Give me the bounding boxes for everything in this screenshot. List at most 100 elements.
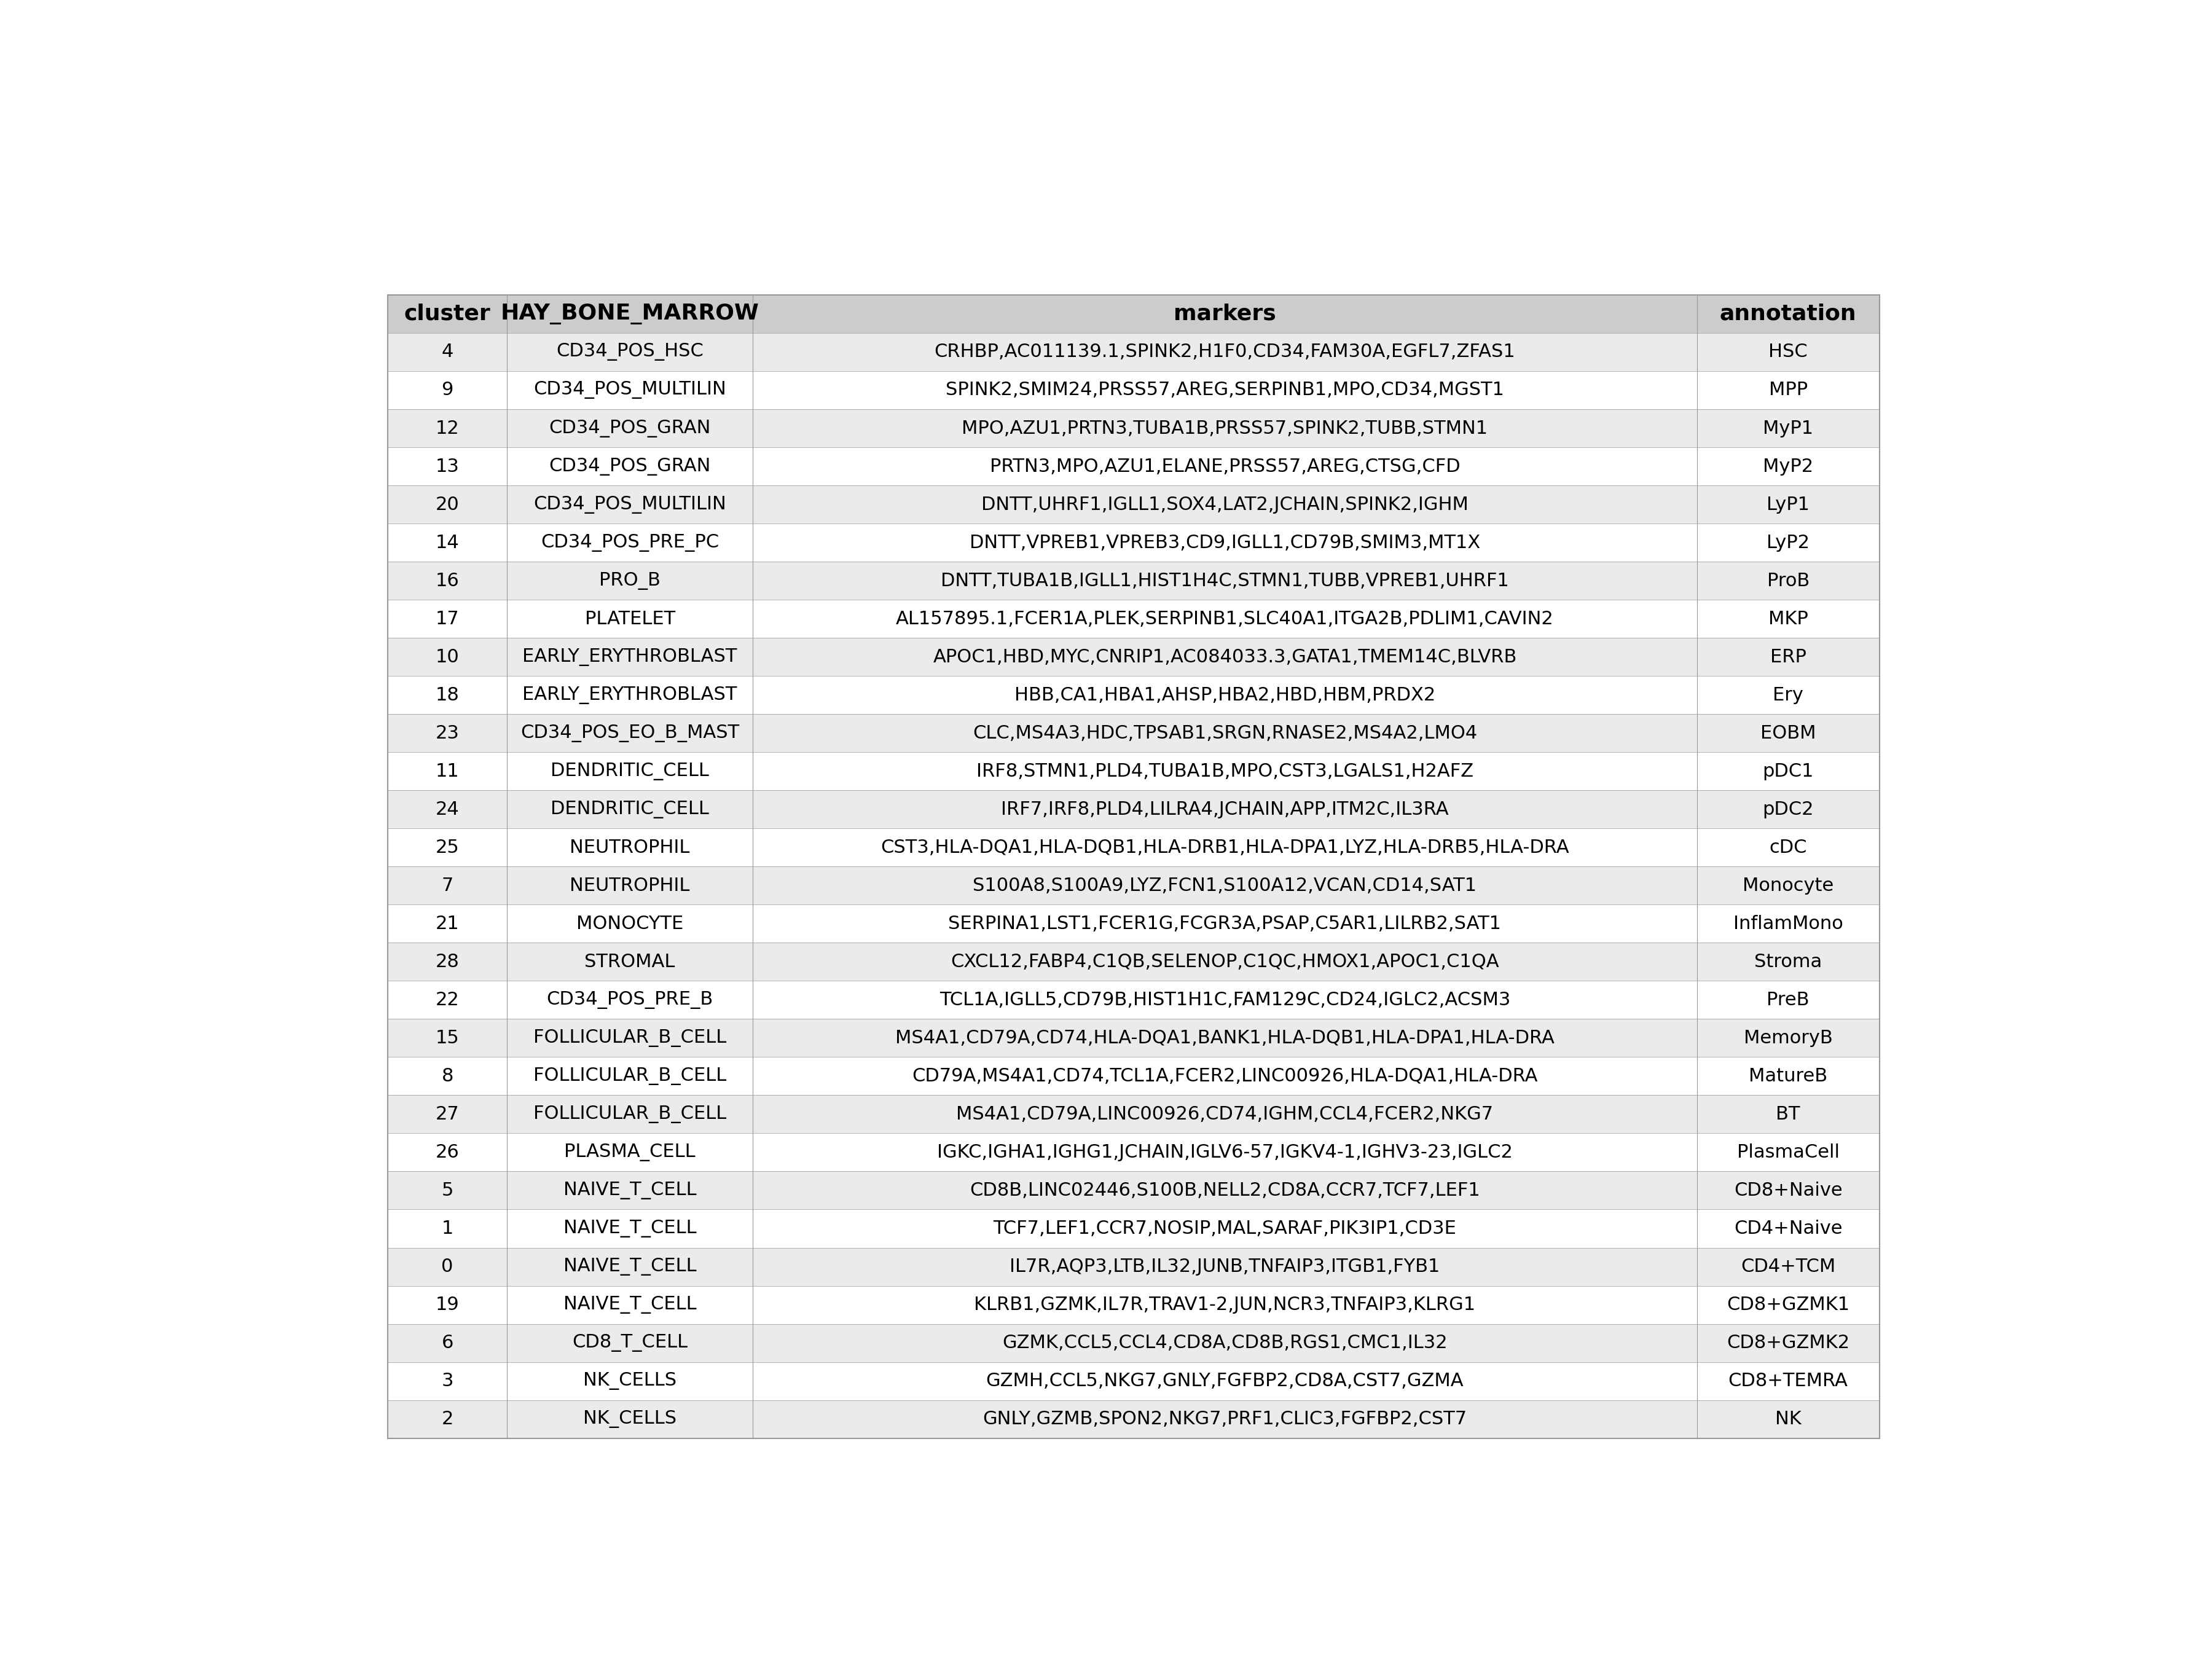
- Bar: [1697, 410, 1880, 448]
- Text: MS4A1,CD79A,CD74,HLA-DQA1,BANK1,HLA-DQB1,HLA-DPA1,HLA-DRA: MS4A1,CD79A,CD74,HLA-DQA1,BANK1,HLA-DQB1…: [896, 1029, 1555, 1047]
- Text: HBB,CA1,HBA1,AHSP,HBA2,HBD,HBM,PRDX2: HBB,CA1,HBA1,AHSP,HBA2,HBD,HBM,PRDX2: [1015, 687, 1436, 703]
- Bar: [507, 601, 752, 637]
- Bar: [752, 1095, 1697, 1133]
- Bar: [752, 410, 1697, 448]
- Text: DNTT,UHRF1,IGLL1,SOX4,LAT2,JCHAIN,SPINK2,IGHM: DNTT,UHRF1,IGLL1,SOX4,LAT2,JCHAIN,SPINK2…: [982, 496, 1469, 513]
- Text: CD8+Naive: CD8+Naive: [1734, 1181, 1843, 1199]
- Text: CD8+GZMK1: CD8+GZMK1: [1728, 1296, 1849, 1314]
- Bar: [752, 1400, 1697, 1438]
- Bar: [387, 333, 507, 372]
- Bar: [387, 980, 507, 1019]
- Bar: [752, 866, 1697, 904]
- Text: GZMK,CCL5,CCL4,CD8A,CD8B,RGS1,CMC1,IL32: GZMK,CCL5,CCL4,CD8A,CD8B,RGS1,CMC1,IL32: [1002, 1334, 1447, 1352]
- Bar: [507, 524, 752, 562]
- Bar: [387, 866, 507, 904]
- Text: CD4+Naive: CD4+Naive: [1734, 1219, 1843, 1238]
- Text: 11: 11: [436, 763, 460, 780]
- Text: 20: 20: [436, 496, 460, 513]
- Bar: [1697, 372, 1880, 410]
- Bar: [1697, 1133, 1880, 1171]
- Text: MONOCYTE: MONOCYTE: [577, 914, 684, 932]
- Bar: [507, 637, 752, 675]
- Text: IRF8,STMN1,PLD4,TUBA1B,MPO,CST3,LGALS1,H2AFZ: IRF8,STMN1,PLD4,TUBA1B,MPO,CST3,LGALS1,H…: [975, 763, 1473, 780]
- Bar: [1697, 980, 1880, 1019]
- Bar: [1697, 295, 1880, 333]
- Text: CRHBP,AC011139.1,SPINK2,H1F0,CD34,FAM30A,EGFL7,ZFAS1: CRHBP,AC011139.1,SPINK2,H1F0,CD34,FAM30A…: [933, 343, 1515, 362]
- Text: LyP1: LyP1: [1767, 496, 1809, 513]
- Text: MKP: MKP: [1767, 611, 1807, 627]
- Text: FOLLICULAR_B_CELL: FOLLICULAR_B_CELL: [533, 1067, 726, 1085]
- Bar: [1697, 1019, 1880, 1057]
- Bar: [387, 752, 507, 790]
- Bar: [507, 980, 752, 1019]
- Text: HAY_BONE_MARROW: HAY_BONE_MARROW: [500, 304, 759, 325]
- Bar: [1697, 562, 1880, 601]
- Text: 10: 10: [436, 649, 460, 665]
- Text: APOC1,HBD,MYC,CNRIP1,AC084033.3,GATA1,TMEM14C,BLVRB: APOC1,HBD,MYC,CNRIP1,AC084033.3,GATA1,TM…: [933, 649, 1517, 665]
- Text: NEUTROPHIL: NEUTROPHIL: [571, 838, 690, 856]
- Bar: [387, 637, 507, 675]
- Text: FOLLICULAR_B_CELL: FOLLICULAR_B_CELL: [533, 1105, 726, 1123]
- Text: 18: 18: [436, 687, 460, 703]
- Text: TCL1A,IGLL5,CD79B,HIST1H1C,FAM129C,CD24,IGLC2,ACSM3: TCL1A,IGLL5,CD79B,HIST1H1C,FAM129C,CD24,…: [940, 990, 1511, 1009]
- Bar: [752, 637, 1697, 675]
- Text: MS4A1,CD79A,LINC00926,CD74,IGHM,CCL4,FCER2,NKG7: MS4A1,CD79A,LINC00926,CD74,IGHM,CCL4,FCE…: [956, 1105, 1493, 1123]
- Text: MPP: MPP: [1770, 382, 1807, 400]
- Bar: [507, 1133, 752, 1171]
- Text: PlasmaCell: PlasmaCell: [1736, 1143, 1840, 1161]
- Text: 15: 15: [436, 1029, 460, 1047]
- Text: 19: 19: [436, 1296, 460, 1314]
- Text: MyP2: MyP2: [1763, 458, 1814, 474]
- Bar: [752, 1286, 1697, 1324]
- Text: CD34_POS_MULTILIN: CD34_POS_MULTILIN: [533, 382, 726, 400]
- Bar: [752, 675, 1697, 713]
- Text: CD34_POS_GRAN: CD34_POS_GRAN: [549, 420, 710, 438]
- Text: CD34_POS_MULTILIN: CD34_POS_MULTILIN: [533, 496, 726, 513]
- Bar: [387, 486, 507, 524]
- Bar: [387, 295, 507, 333]
- Bar: [752, 828, 1697, 866]
- Text: CD79A,MS4A1,CD74,TCL1A,FCER2,LINC00926,HLA-DQA1,HLA-DRA: CD79A,MS4A1,CD74,TCL1A,FCER2,LINC00926,H…: [911, 1067, 1537, 1085]
- Text: EARLY_ERYTHROBLAST: EARLY_ERYTHROBLAST: [522, 649, 737, 665]
- Text: markers: markers: [1175, 304, 1276, 325]
- Bar: [752, 904, 1697, 942]
- Bar: [507, 828, 752, 866]
- Bar: [507, 1095, 752, 1133]
- Bar: [387, 1019, 507, 1057]
- Bar: [507, 942, 752, 980]
- Text: CD8_T_CELL: CD8_T_CELL: [573, 1334, 688, 1352]
- Bar: [507, 1324, 752, 1362]
- Text: MPO,AZU1,PRTN3,TUBA1B,PRSS57,SPINK2,TUBB,STMN1: MPO,AZU1,PRTN3,TUBA1B,PRSS57,SPINK2,TUBB…: [962, 420, 1489, 438]
- Bar: [507, 1057, 752, 1095]
- Text: 25: 25: [436, 838, 460, 856]
- Text: 24: 24: [436, 800, 460, 818]
- Bar: [507, 448, 752, 486]
- Text: FOLLICULAR_B_CELL: FOLLICULAR_B_CELL: [533, 1029, 726, 1047]
- Text: ProB: ProB: [1767, 572, 1809, 589]
- Bar: [387, 942, 507, 980]
- Text: Ery: Ery: [1772, 687, 1803, 703]
- Bar: [752, 372, 1697, 410]
- Bar: [752, 752, 1697, 790]
- Bar: [507, 410, 752, 448]
- Text: pDC1: pDC1: [1763, 763, 1814, 780]
- Text: 16: 16: [436, 572, 460, 589]
- Text: 7: 7: [442, 876, 453, 894]
- Bar: [387, 1171, 507, 1209]
- Bar: [1697, 486, 1880, 524]
- Text: S100A8,S100A9,LYZ,FCN1,S100A12,VCAN,CD14,SAT1: S100A8,S100A9,LYZ,FCN1,S100A12,VCAN,CD14…: [973, 876, 1478, 894]
- Bar: [507, 1362, 752, 1400]
- Bar: [507, 752, 752, 790]
- Bar: [1697, 904, 1880, 942]
- Bar: [387, 601, 507, 637]
- Text: EARLY_ERYTHROBLAST: EARLY_ERYTHROBLAST: [522, 687, 737, 703]
- Text: HSC: HSC: [1770, 343, 1807, 362]
- Text: IGKC,IGHA1,IGHG1,JCHAIN,IGLV6-57,IGKV4-1,IGHV3-23,IGLC2: IGKC,IGHA1,IGHG1,JCHAIN,IGLV6-57,IGKV4-1…: [938, 1143, 1513, 1161]
- Bar: [507, 486, 752, 524]
- Text: PLATELET: PLATELET: [584, 611, 675, 627]
- Text: 26: 26: [436, 1143, 460, 1161]
- Bar: [387, 828, 507, 866]
- Text: BT: BT: [1776, 1105, 1801, 1123]
- Text: CD4+TCM: CD4+TCM: [1741, 1258, 1836, 1276]
- Text: IL7R,AQP3,LTB,IL32,JUNB,TNFAIP3,ITGB1,FYB1: IL7R,AQP3,LTB,IL32,JUNB,TNFAIP3,ITGB1,FY…: [1009, 1258, 1440, 1276]
